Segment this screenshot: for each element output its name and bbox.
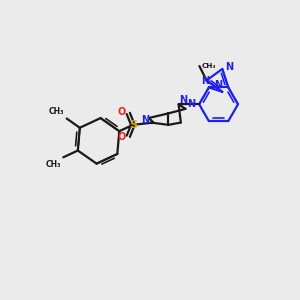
Text: CH₃: CH₃	[202, 63, 216, 69]
Text: N: N	[201, 76, 209, 85]
Text: N: N	[187, 99, 195, 109]
Text: CH₃: CH₃	[49, 107, 64, 116]
Text: O: O	[117, 132, 125, 142]
Text: N: N	[141, 115, 149, 125]
Text: CH₃: CH₃	[46, 160, 61, 169]
Text: N: N	[214, 80, 222, 90]
Text: N: N	[225, 62, 233, 72]
Text: O: O	[117, 107, 125, 117]
Text: N: N	[179, 95, 187, 105]
Text: S: S	[129, 120, 137, 130]
